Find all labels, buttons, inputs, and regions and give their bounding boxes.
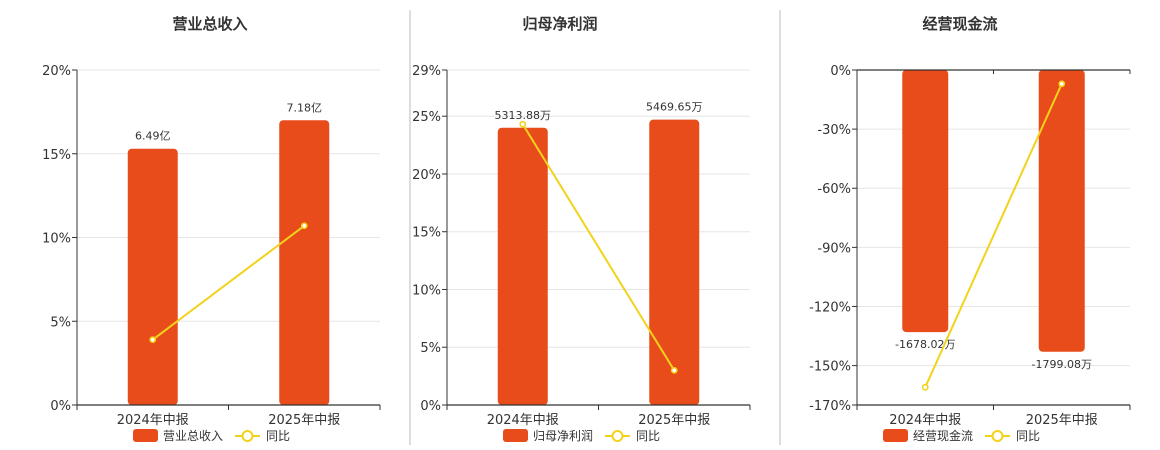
y-tick-label: -30% [817,123,851,138]
legend-bar-swatch [883,429,908,442]
chart-panel-3: 经营现金流 0% -30% -60% -90% -120% -150% -170% -1678.… [809,15,1131,443]
y-tick-label: -150% [809,360,851,375]
chart-title: 归母净利润 [522,15,597,33]
yoy-line [521,123,676,371]
y-tick-label: 0% [50,399,71,414]
chart-panel-2: 归母净利润 0% 5% 10% 15% 20% 25% 29% 5313.88万 5469.65万… [412,15,751,443]
x-category-label: 2025年中报 [638,413,710,428]
legend-bar-label: 营业总收入 [163,429,223,443]
y-tick-label: -60% [817,182,851,197]
chart-title: 经营现金流 [922,15,997,33]
x-category-label: 2025年中报 [268,413,340,428]
bar-data-label: 7.18亿 [287,101,323,114]
legend-line-marker [241,430,254,442]
y-tick-label: 15% [42,148,71,163]
bar-2 [649,119,700,405]
x-category-label: 2024年中报 [889,413,961,428]
y-tick-label: 10% [42,232,71,247]
bar-data-label: -1799.08万 [1032,358,1092,371]
yoy-point-1 [519,120,527,128]
x-category-label: 2024年中报 [487,413,559,428]
bar-1 [902,70,949,333]
y-tick-label: -170% [809,399,851,414]
legend-line-marker [611,430,624,442]
yoy-point-1 [149,336,157,344]
legend-bar-label: 经营现金流 [913,428,973,443]
y-tick-label: 5% [420,341,441,356]
yoy-point-1 [921,383,929,391]
bar-1 [127,148,178,405]
bar-2 [279,120,330,405]
x-category-label: 2025年中报 [1026,413,1098,428]
y-tick-label: 25% [412,110,441,125]
legend-line-label: 同比 [636,429,660,443]
y-tick-label: -120% [809,300,851,315]
legend-line-label: 同比 [1016,429,1040,443]
y-tick-label: 20% [412,168,441,183]
y-tick-label: 5% [50,315,71,330]
yoy-point-2 [670,366,678,374]
y-tick-label: 0% [830,64,851,79]
chart-panel-1: 营业总收入 0% 5% 10% 15% 20% 6.49亿 7.18亿 2024年中报 2025年… [42,15,381,443]
legend-bar-swatch [503,429,528,442]
y-tick-label: 0% [420,399,441,414]
y-tick-label: 10% [412,283,441,298]
bar-2 [1038,70,1085,352]
legend-bar-swatch [133,429,158,442]
legend-line-label: 同比 [266,429,290,443]
x-category-label: 2024年中报 [117,413,189,428]
y-tick-label: 15% [412,226,441,241]
yoy-line [152,224,305,341]
yoy-line [924,83,1063,388]
y-tick-label: 20% [42,64,71,79]
bar-data-label: 5469.65万 [646,101,703,114]
bar-1 [497,127,548,406]
legend-line-marker [991,430,1004,442]
y-tick-label: 29% [412,64,441,79]
chart-title: 营业总收入 [172,15,247,33]
yoy-point-2 [300,222,308,230]
yoy-point-2 [1058,80,1066,88]
y-tick-label: -90% [817,241,851,256]
bar-data-label: 5313.88万 [495,109,552,122]
legend-bar-label: 归母净利润 [533,429,593,443]
bar-data-label: -1678.02万 [895,338,955,351]
bar-data-label: 6.49亿 [135,130,171,143]
